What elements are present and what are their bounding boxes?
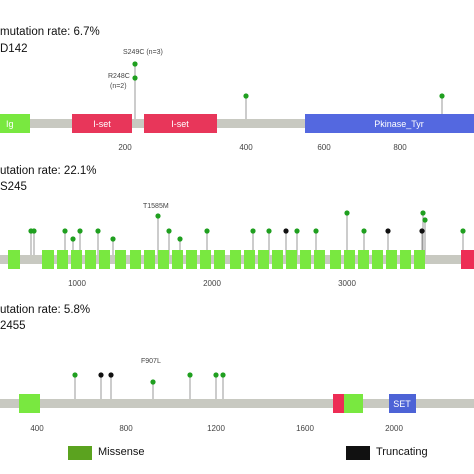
legend-missense-label: Missense bbox=[98, 446, 145, 458]
domain-pkinase-label: Pkinase_Tyr bbox=[374, 119, 424, 129]
domain-green bbox=[19, 394, 40, 413]
domain-red bbox=[461, 250, 474, 269]
mutation-annotation: S249C (n=3) bbox=[123, 49, 163, 56]
mutation-annotation: R248C bbox=[108, 73, 130, 80]
truncating-mutation-dots bbox=[283, 228, 425, 234]
axis-tick-label: 400 bbox=[30, 424, 44, 433]
domain-i-set-label: I-set bbox=[171, 119, 189, 129]
domain-green bbox=[344, 394, 363, 413]
domain-i-set bbox=[144, 114, 217, 133]
mutation-annotation: (n=2) bbox=[110, 83, 127, 90]
domain-i-set bbox=[72, 114, 132, 133]
green-domains bbox=[8, 250, 425, 269]
missense-mutation-dots bbox=[28, 210, 466, 242]
domain-ig-label: Ig bbox=[6, 119, 14, 129]
missense-mutation-dot bbox=[132, 75, 138, 81]
panel-3-gene-id: 2455 bbox=[0, 320, 26, 332]
panel-3-lollipop-plot: SET F907L 400 800 1200 1600 2000 bbox=[0, 358, 474, 433]
panel-1-lollipop-plot: Ig I-set I-set Pkinase_Tyr S249C (n=3) R… bbox=[0, 49, 474, 152]
mutation-annotation: T1585M bbox=[143, 203, 169, 210]
missense-mutation-dot bbox=[132, 61, 138, 67]
truncating-mutation-dots bbox=[98, 372, 114, 378]
axis-tick-label: 1000 bbox=[68, 279, 86, 288]
protein-backbone bbox=[0, 399, 474, 408]
legend-missense-swatch bbox=[68, 446, 92, 460]
protein-backbone bbox=[0, 119, 474, 128]
legend-truncating-swatch bbox=[346, 446, 370, 460]
axis-tick-label: 1200 bbox=[207, 424, 225, 433]
axis-tick-label: 800 bbox=[393, 143, 407, 152]
axis-tick-label: 2000 bbox=[203, 279, 221, 288]
axis-tick-label: 400 bbox=[239, 143, 253, 152]
axis-tick-label: 1600 bbox=[296, 424, 314, 433]
mutation-stems bbox=[74, 375, 224, 399]
panel-2-gene-id: S245 bbox=[0, 181, 27, 193]
legend-truncating-label: Truncating bbox=[376, 446, 428, 458]
missense-mutation-dots bbox=[72, 372, 226, 385]
domain-red bbox=[333, 394, 344, 413]
mutation-stems bbox=[30, 213, 464, 255]
domain-set-label: SET bbox=[393, 399, 411, 409]
mutation-annotation: F907L bbox=[141, 358, 161, 365]
panel-3-mutation-rate: utation rate: 5.8% bbox=[0, 304, 91, 316]
domain-i-set-label: I-set bbox=[93, 119, 111, 129]
axis-tick-label: 2000 bbox=[385, 424, 403, 433]
axis-tick-label: 600 bbox=[317, 143, 331, 152]
domain-set bbox=[389, 394, 416, 413]
panel-2-lollipop-plot: T1585M 1000 2000 3000 bbox=[0, 203, 474, 288]
missense-mutation-dot bbox=[243, 93, 249, 99]
axis-tick-label: 200 bbox=[118, 143, 132, 152]
axis-tick-label: 3000 bbox=[338, 279, 356, 288]
domain-ig bbox=[0, 114, 30, 133]
domain-pkinase-tyr bbox=[305, 114, 474, 133]
panel-1-mutation-rate: mutation rate: 6.7% bbox=[0, 26, 100, 38]
axis-tick-label: 800 bbox=[119, 424, 133, 433]
panel-2-mutation-rate: utation rate: 22.1% bbox=[0, 165, 97, 177]
panel-1-gene-id: D142 bbox=[0, 43, 28, 55]
missense-mutation-dot bbox=[439, 93, 445, 99]
